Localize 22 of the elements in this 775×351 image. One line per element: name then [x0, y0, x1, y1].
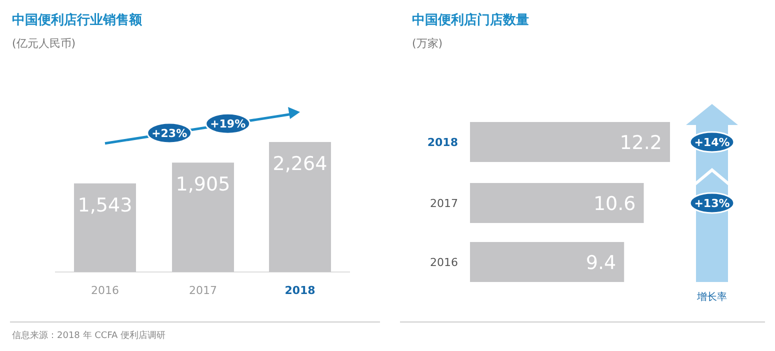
- x-tick-label: 2016: [91, 284, 119, 297]
- text: +13%: [694, 197, 730, 210]
- data-label: 1,543: [78, 194, 132, 216]
- text: +14%: [694, 136, 730, 149]
- data-label: 10.6: [593, 193, 636, 215]
- chart-title: 中国便利店行业销售额: [12, 12, 143, 28]
- data-label: 12.2: [620, 132, 662, 154]
- text: 信息来源：2018 年 CCFA 便利店调研: [12, 330, 166, 341]
- x-tick-label: 2018: [284, 284, 316, 297]
- y-tick-label: 2018: [427, 136, 458, 149]
- chart-subtitle: (亿元人民币): [12, 37, 76, 50]
- y-tick-label: 2017: [430, 197, 458, 210]
- y-tick-label: 2016: [430, 256, 458, 269]
- data-label: 9.4: [586, 252, 616, 274]
- chart-subtitle: (万家): [412, 37, 443, 50]
- text: 增长率: [696, 291, 727, 303]
- data-label: 2,264: [272, 153, 328, 175]
- text: +23%: [152, 127, 188, 140]
- data-label: 1,905: [176, 174, 230, 196]
- chart-title: 中国便利店门店数量: [412, 12, 529, 28]
- x-tick-label: 2017: [189, 284, 217, 297]
- text: +19%: [210, 118, 246, 131]
